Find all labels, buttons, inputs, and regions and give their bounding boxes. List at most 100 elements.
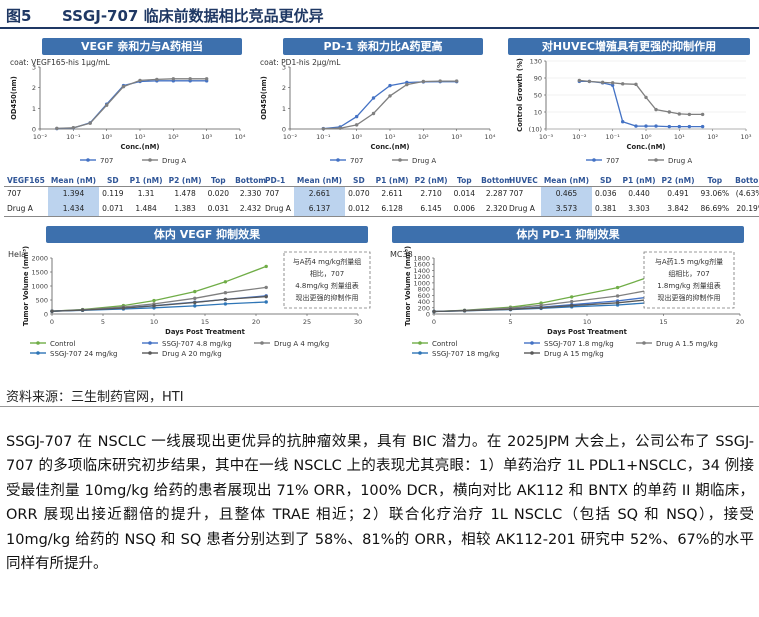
y-axis-label: OD450(nm)	[260, 76, 268, 120]
data-point	[438, 79, 442, 83]
table-cell: 0.491	[658, 185, 698, 201]
y-tick-label: 500	[36, 297, 48, 305]
legend-label: Control	[432, 340, 457, 348]
data-point	[264, 264, 268, 269]
figure-title: SSGJ-707 临床前数据相比竞品更优异	[62, 7, 324, 25]
data-point	[687, 124, 692, 129]
legend-marker	[398, 158, 402, 162]
data-point	[644, 124, 648, 128]
table-row: 707 2.661 0.070 2.611 2.710 0.014 2.287	[262, 185, 516, 201]
legend-marker	[148, 158, 152, 162]
table-cell: 2.710	[411, 185, 451, 201]
table-header-cell: P1 (nM)	[622, 175, 656, 185]
series-line	[323, 81, 457, 130]
legend-label: Drug A 20 mg/kg	[162, 350, 222, 358]
data-point	[654, 124, 658, 128]
data-point	[615, 294, 620, 298]
data-point	[88, 121, 92, 125]
data-point	[55, 126, 59, 131]
x-tick-label: 15	[201, 318, 209, 326]
table-header-cell: SD	[107, 175, 119, 185]
x-tick-label: 20	[736, 318, 744, 326]
table-header-cell: Bottom	[235, 175, 267, 185]
y-tick-label: 1000	[413, 279, 430, 287]
x-tick-label: 10³	[741, 133, 752, 141]
y-tick-label: 90	[534, 75, 542, 83]
legend-marker	[36, 351, 40, 355]
legend-label: SSGJ-707 4.8 mg/kg	[162, 340, 232, 348]
data-point	[454, 79, 459, 83]
data-point	[405, 82, 409, 87]
body-paragraph: SSGJ-707 在 NSCLC 一线展现出更优异的抗肿瘤效果，具有 BIC 潜…	[6, 434, 754, 573]
table-cell: 707	[4, 185, 48, 201]
annotation-text: 现出更强的抑制作用	[296, 293, 359, 302]
y-tick-label: 0	[426, 311, 430, 319]
data-point	[621, 120, 625, 124]
x-tick-label: 10³	[201, 133, 212, 141]
data-point	[152, 298, 156, 303]
table-header-cell: Top	[707, 175, 723, 185]
y-tick-label: 1800	[413, 255, 430, 263]
table-header-cell: Mean (nM)	[50, 175, 97, 185]
legend-marker	[654, 158, 658, 162]
data-point	[264, 300, 268, 304]
y-axis-label: Tumor Volume (mm³)	[404, 246, 412, 326]
data-point	[193, 304, 197, 308]
annotation-box	[283, 251, 371, 309]
table-cell: 0.071	[99, 201, 127, 217]
legend-label: SSGJ-707 24 mg/kg	[50, 350, 118, 358]
legend-label: Drug A	[668, 157, 692, 165]
data-point	[50, 309, 54, 313]
coat-label: coat: VEGF165-his 1μg/mL	[10, 58, 110, 67]
data-point	[193, 296, 197, 301]
x-tick-label: 10³	[451, 133, 462, 141]
table-cell: 0.036	[592, 185, 620, 201]
table-cell: 93.06%	[697, 185, 733, 201]
divider	[0, 406, 759, 407]
coat-label: coat: PD1-his 2μg/mL	[260, 58, 341, 67]
data-point	[371, 96, 376, 100]
table-header-cell: PD-1	[265, 175, 286, 185]
data-point	[644, 95, 648, 100]
banner-pd1: PD-1 亲和力比A药更高	[283, 38, 483, 55]
table-header-cell: P1 (nM)	[375, 175, 409, 185]
legend-marker	[336, 158, 340, 162]
table-cell: 20.19%	[732, 201, 759, 217]
data-point	[388, 83, 392, 88]
legend-marker	[530, 341, 534, 345]
x-axis-label: Days Post Treatment	[165, 328, 245, 336]
data-point	[171, 77, 176, 81]
x-tick-label: 10¹	[385, 133, 396, 141]
legend-label: Control	[50, 340, 75, 348]
data-point	[338, 126, 342, 130]
series-line	[51, 265, 267, 312]
x-tick-label: 10⁻²	[572, 133, 587, 141]
table-cell: 707	[262, 185, 294, 201]
series-line	[579, 80, 703, 128]
x-tick-label: 10²	[168, 133, 179, 141]
data-point	[264, 294, 268, 299]
y-tick-label: 130	[530, 58, 542, 66]
figure-label: 图5	[6, 7, 32, 25]
x-tick-label: 10⁴	[485, 133, 496, 141]
legend-marker	[260, 341, 264, 345]
data-point	[621, 82, 625, 86]
legend-label: Drug A 4 mg/kg	[274, 340, 329, 348]
table-cell: 6.145	[411, 201, 451, 217]
table-cell: 1.394	[47, 185, 100, 201]
data-point	[667, 124, 671, 129]
annotation-box	[643, 251, 735, 309]
x-tick-label: 5	[101, 318, 105, 326]
y-tick-label: 1000	[31, 283, 48, 291]
legend-label: SSGJ-707 18 mg/kg	[432, 350, 500, 358]
x-axis-label: Conc.(nM)	[371, 143, 410, 151]
data-point	[634, 82, 638, 87]
y-tick-label: 2	[282, 84, 286, 92]
data-point	[587, 79, 592, 84]
legend-label: Drug A 15 mg/kg	[544, 350, 604, 358]
x-tick-label: 10⁻¹	[316, 133, 331, 141]
table-cell: 1.478	[165, 185, 205, 201]
x-tick-label: 10⁰	[641, 133, 652, 141]
